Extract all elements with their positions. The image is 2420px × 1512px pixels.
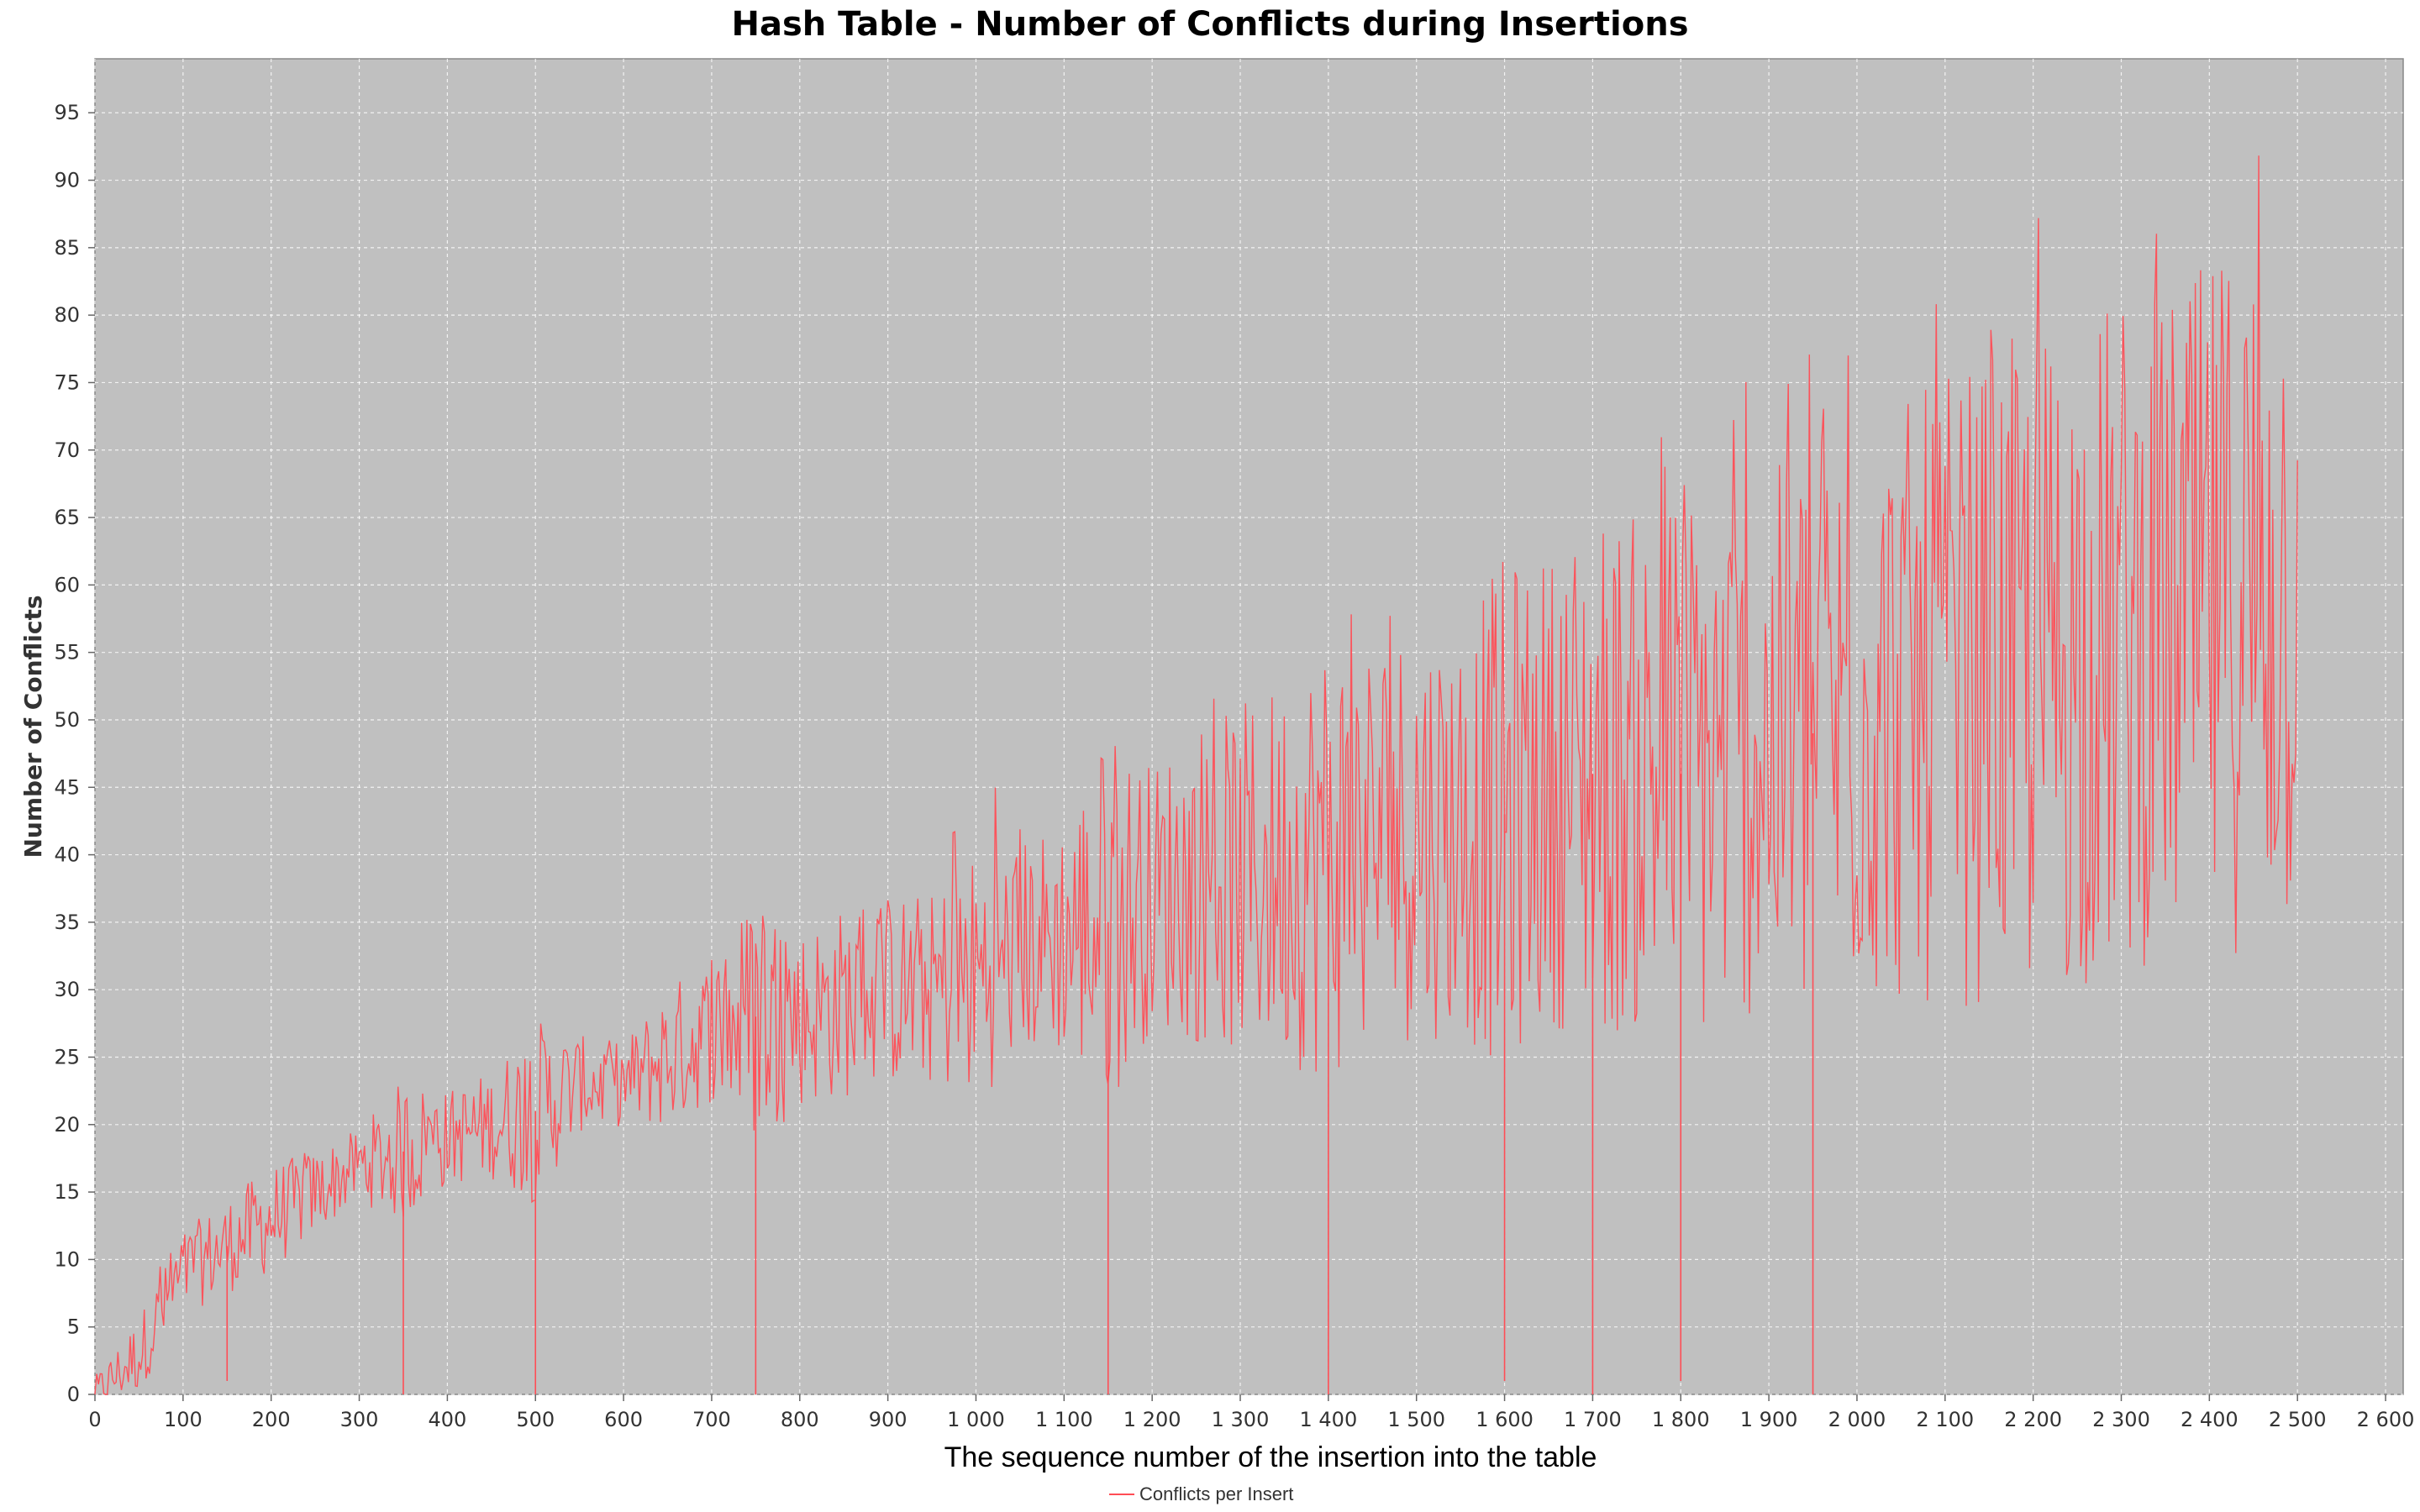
y-tick-label: 50 bbox=[54, 708, 80, 732]
legend-label: Conflicts per Insert bbox=[1139, 1483, 1293, 1504]
x-tick-label: 1 800 bbox=[1652, 1408, 1710, 1431]
y-tick-label: 65 bbox=[54, 506, 80, 529]
series-trace bbox=[94, 155, 2298, 1395]
y-tick-label: 90 bbox=[54, 169, 80, 192]
x-tick-label: 200 bbox=[252, 1408, 291, 1431]
x-tick-label: 1 600 bbox=[1476, 1408, 1534, 1431]
legend: Conflicts per Insert bbox=[1109, 1483, 1293, 1504]
x-tick-label: 2 600 bbox=[2357, 1408, 2415, 1431]
y-axis-label: Number of Conflicts bbox=[19, 595, 47, 858]
x-tick-label: 800 bbox=[781, 1408, 819, 1431]
x-tick-label: 700 bbox=[692, 1408, 731, 1431]
x-tick-label: 1 200 bbox=[1123, 1408, 1181, 1431]
x-tick-label: 300 bbox=[340, 1408, 379, 1431]
x-tick-label: 600 bbox=[604, 1408, 643, 1431]
y-tick-label: 0 bbox=[67, 1383, 80, 1406]
x-tick-label: 0 bbox=[88, 1408, 101, 1431]
x-axis-label: The sequence number of the insertion int… bbox=[944, 1441, 1597, 1473]
y-tick-label: 30 bbox=[54, 978, 80, 1001]
x-tick-label: 2 000 bbox=[1828, 1408, 1886, 1431]
x-tick-label: 900 bbox=[869, 1408, 908, 1431]
x-tick-label: 1 100 bbox=[1035, 1408, 1093, 1431]
x-tick-label: 2 200 bbox=[2004, 1408, 2062, 1431]
x-tick-label: 1 400 bbox=[1300, 1408, 1358, 1431]
x-tick-label: 2 500 bbox=[2269, 1408, 2327, 1431]
x-tick-label: 400 bbox=[428, 1408, 466, 1431]
y-tick-label: 55 bbox=[54, 641, 80, 664]
y-tick-label: 5 bbox=[67, 1315, 80, 1339]
grid-lines bbox=[94, 59, 2403, 1395]
plot-area bbox=[94, 58, 2404, 1395]
x-tick-label: 500 bbox=[516, 1408, 555, 1431]
x-tick-label: 1 000 bbox=[947, 1408, 1005, 1431]
y-tick-label: 20 bbox=[54, 1113, 80, 1137]
x-tick-label: 2 400 bbox=[2181, 1408, 2238, 1431]
y-tick-label: 80 bbox=[54, 303, 80, 327]
chart-title: Hash Table - Number of Conflicts during … bbox=[731, 5, 1688, 44]
y-tick-label: 25 bbox=[54, 1045, 80, 1068]
axes: 0 100 200 300 400 500 600 700 800 900 1 000 1 100 1 … bbox=[54, 101, 2414, 1431]
series-layer bbox=[94, 155, 2298, 1395]
x-tick-label: 2 100 bbox=[1916, 1408, 1974, 1431]
x-tick-label: 1 700 bbox=[1564, 1408, 1622, 1431]
y-tick-label: 35 bbox=[54, 911, 80, 934]
x-tick-label: 2 300 bbox=[2092, 1408, 2150, 1431]
y-tick-label: 75 bbox=[54, 370, 80, 394]
y-tick-label: 45 bbox=[54, 775, 80, 799]
y-tick-label: 40 bbox=[54, 843, 80, 867]
y-tick-label: 60 bbox=[54, 573, 80, 596]
x-tick-label: 1 300 bbox=[1212, 1408, 1270, 1431]
y-tick-label: 10 bbox=[54, 1247, 80, 1271]
y-tick-label: 15 bbox=[54, 1180, 80, 1204]
y-tick-label: 85 bbox=[54, 236, 80, 260]
x-tick-label: 1 900 bbox=[1740, 1408, 1798, 1431]
y-tick-label: 70 bbox=[54, 438, 80, 462]
x-tick-label: 1 500 bbox=[1387, 1408, 1445, 1431]
y-tick-label: 95 bbox=[54, 101, 80, 124]
x-tick-label: 100 bbox=[164, 1408, 203, 1431]
